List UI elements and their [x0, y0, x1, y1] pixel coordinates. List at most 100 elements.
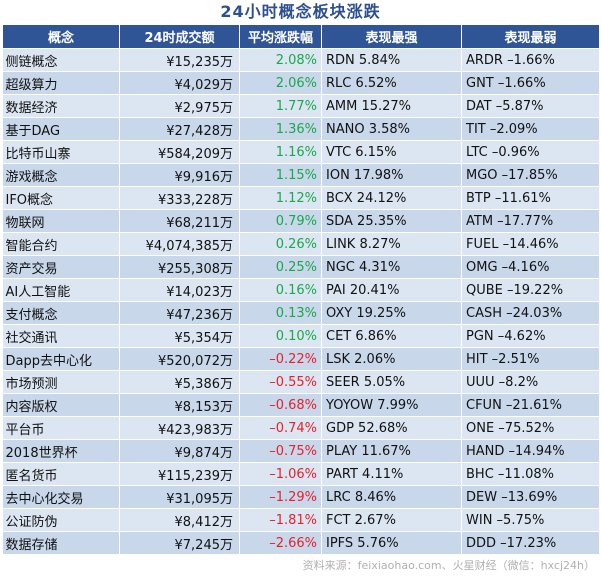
- best-performer-cell: CET 6.86%: [321, 324, 462, 348]
- avg-change-cell: 1.36%: [239, 117, 322, 141]
- avg-change-cell: 0.13%: [239, 301, 322, 325]
- table-row: 侧链概念 ¥15,235万 2.08% RDN 5.84% ARDR –1.66%: [2, 48, 600, 72]
- worst-performer-cell: DAT –5.87%: [461, 94, 600, 118]
- worst-performer-cell: LTC –0.96%: [461, 140, 600, 164]
- concept-cell: 侧链概念: [2, 48, 120, 72]
- table-row: 物联网 ¥68,211万 0.79% SDA 25.35% ATM –17.77%: [2, 209, 600, 233]
- volume-cell: ¥520,072万: [119, 347, 240, 371]
- concept-cell: 市场预测: [2, 370, 120, 394]
- best-performer-cell: OXY 19.25%: [321, 301, 462, 325]
- worst-performer-cell: DEW –13.69%: [461, 485, 600, 509]
- volume-cell: ¥4,074,385万: [119, 232, 240, 256]
- worst-performer-cell: BTP –11.61%: [461, 186, 600, 210]
- volume-cell: ¥31,095万: [119, 485, 240, 509]
- concept-cell: IFO概念: [2, 186, 120, 210]
- volume-cell: ¥9,874万: [119, 439, 240, 463]
- concept-cell: 匿名货币: [2, 462, 120, 486]
- avg-change-cell: 0.79%: [239, 209, 322, 233]
- best-performer-cell: YOYOW 7.99%: [321, 393, 462, 417]
- worst-performer-cell: DDD –17.23%: [461, 531, 600, 555]
- table-row: 内容版权 ¥8,153万 –0.68% YOYOW 7.99% CFUN –21.61%: [2, 393, 600, 417]
- best-performer-cell: PLAY 11.67%: [321, 439, 462, 463]
- avg-change-cell: 0.25%: [239, 255, 322, 279]
- worst-performer-cell: WIN –5.75%: [461, 508, 600, 532]
- volume-cell: ¥7,245万: [119, 531, 240, 555]
- avg-change-cell: –1.06%: [239, 462, 322, 486]
- concept-cell: 数据存储: [2, 531, 120, 555]
- avg-change-cell: –0.68%: [239, 393, 322, 417]
- avg-change-cell: 0.10%: [239, 324, 322, 348]
- best-performer-cell: LSK 2.06%: [321, 347, 462, 371]
- best-performer-cell: VTC 6.15%: [321, 140, 462, 164]
- worst-performer-cell: HAND –14.94%: [461, 439, 600, 463]
- table-row: 游戏概念 ¥9,916万 1.15% ION 17.98% MGO –17.85%: [2, 163, 600, 187]
- avg-change-cell: 0.16%: [239, 278, 322, 302]
- table-row: 匿名货币 ¥115,239万 –1.06% PART 4.11% BHC –11.08%: [2, 462, 600, 486]
- best-performer-cell: FCT 2.67%: [321, 508, 462, 532]
- concept-cell: 基于DAG: [2, 117, 120, 141]
- volume-cell: ¥5,386万: [119, 370, 240, 394]
- avg-change-cell: –2.66%: [239, 531, 322, 555]
- volume-cell: ¥8,153万: [119, 393, 240, 417]
- table-row: Dapp去中心化 ¥520,072万 –0.22% LSK 2.06% HIT –2.5…: [2, 347, 600, 371]
- volume-cell: ¥115,239万: [119, 462, 240, 486]
- best-performer-cell: GDP 52.68%: [321, 416, 462, 440]
- concept-cell: 比特币山寨: [2, 140, 120, 164]
- table-row: 2018世界杯 ¥9,874万 –0.75% PLAY 11.67% HAND –14.…: [2, 439, 600, 463]
- volume-cell: ¥14,023万: [119, 278, 240, 302]
- volume-cell: ¥9,916万: [119, 163, 240, 187]
- header-avg-change: 平均涨跌幅: [239, 24, 322, 49]
- table-row: 平台币 ¥423,983万 –0.74% GDP 52.68% ONE –75.52%: [2, 416, 600, 440]
- concept-cell: 数据经济: [2, 94, 120, 118]
- worst-performer-cell: QUBE –19.22%: [461, 278, 600, 302]
- worst-performer-cell: PGN –4.62%: [461, 324, 600, 348]
- volume-cell: ¥27,428万: [119, 117, 240, 141]
- best-performer-cell: RLC 6.52%: [321, 71, 462, 95]
- volume-cell: ¥4,029万: [119, 71, 240, 95]
- worst-performer-cell: GNT –1.66%: [461, 71, 600, 95]
- best-performer-cell: LINK 8.27%: [321, 232, 462, 256]
- concept-cell: 去中心化交易: [2, 485, 120, 509]
- worst-performer-cell: ARDR –1.66%: [461, 48, 600, 72]
- avg-change-cell: 1.15%: [239, 163, 322, 187]
- worst-performer-cell: UUU –8.2%: [461, 370, 600, 394]
- concept-change-table: 概念 24时成交额 平均涨跌幅 表现最强 表现最弱 侧链概念 ¥15,235万 2.…: [2, 24, 600, 555]
- volume-cell: ¥47,236万: [119, 301, 240, 325]
- best-performer-cell: SEER 5.05%: [321, 370, 462, 394]
- concept-cell: 资产交易: [2, 255, 120, 279]
- avg-change-cell: –1.29%: [239, 485, 322, 509]
- volume-cell: ¥333,228万: [119, 186, 240, 210]
- avg-change-cell: 1.12%: [239, 186, 322, 210]
- table-row: 数据存储 ¥7,245万 –2.66% IPFS 5.76% DDD –17.23%: [2, 531, 600, 555]
- avg-change-cell: –0.75%: [239, 439, 322, 463]
- volume-cell: ¥15,235万: [119, 48, 240, 72]
- table-row: 社交通讯 ¥5,354万 0.10% CET 6.86% PGN –4.62%: [2, 324, 600, 348]
- header-concept: 概念: [2, 24, 120, 49]
- avg-change-cell: 1.77%: [239, 94, 322, 118]
- best-performer-cell: SDA 25.35%: [321, 209, 462, 233]
- worst-performer-cell: ONE –75.52%: [461, 416, 600, 440]
- volume-cell: ¥68,211万: [119, 209, 240, 233]
- concept-cell: 游戏概念: [2, 163, 120, 187]
- concept-cell: 超级算力: [2, 71, 120, 95]
- table-row: IFO概念 ¥333,228万 1.12% BCX 24.12% BTP –11.61%: [2, 186, 600, 210]
- volume-cell: ¥584,209万: [119, 140, 240, 164]
- header-best: 表现最强: [321, 24, 462, 49]
- concept-cell: 公证防伪: [2, 508, 120, 532]
- concept-cell: 平台币: [2, 416, 120, 440]
- table-title: 24小时概念板块涨跌: [220, 2, 381, 21]
- table-row: 支付概念 ¥47,236万 0.13% OXY 19.25% CASH –24.03%: [2, 301, 600, 325]
- volume-cell: ¥8,412万: [119, 508, 240, 532]
- concept-cell: 内容版权: [2, 393, 120, 417]
- concept-cell: 社交通讯: [2, 324, 120, 348]
- concept-cell: 支付概念: [2, 301, 120, 325]
- avg-change-cell: –0.74%: [239, 416, 322, 440]
- avg-change-cell: 1.16%: [239, 140, 322, 164]
- header-row: 概念 24时成交额 平均涨跌幅 表现最强 表现最弱: [2, 24, 600, 49]
- best-performer-cell: IPFS 5.76%: [321, 531, 462, 555]
- avg-change-cell: 2.06%: [239, 71, 322, 95]
- concept-cell: 智能合约: [2, 232, 120, 256]
- worst-performer-cell: CFUN –21.61%: [461, 393, 600, 417]
- avg-change-cell: –0.55%: [239, 370, 322, 394]
- volume-cell: ¥255,308万: [119, 255, 240, 279]
